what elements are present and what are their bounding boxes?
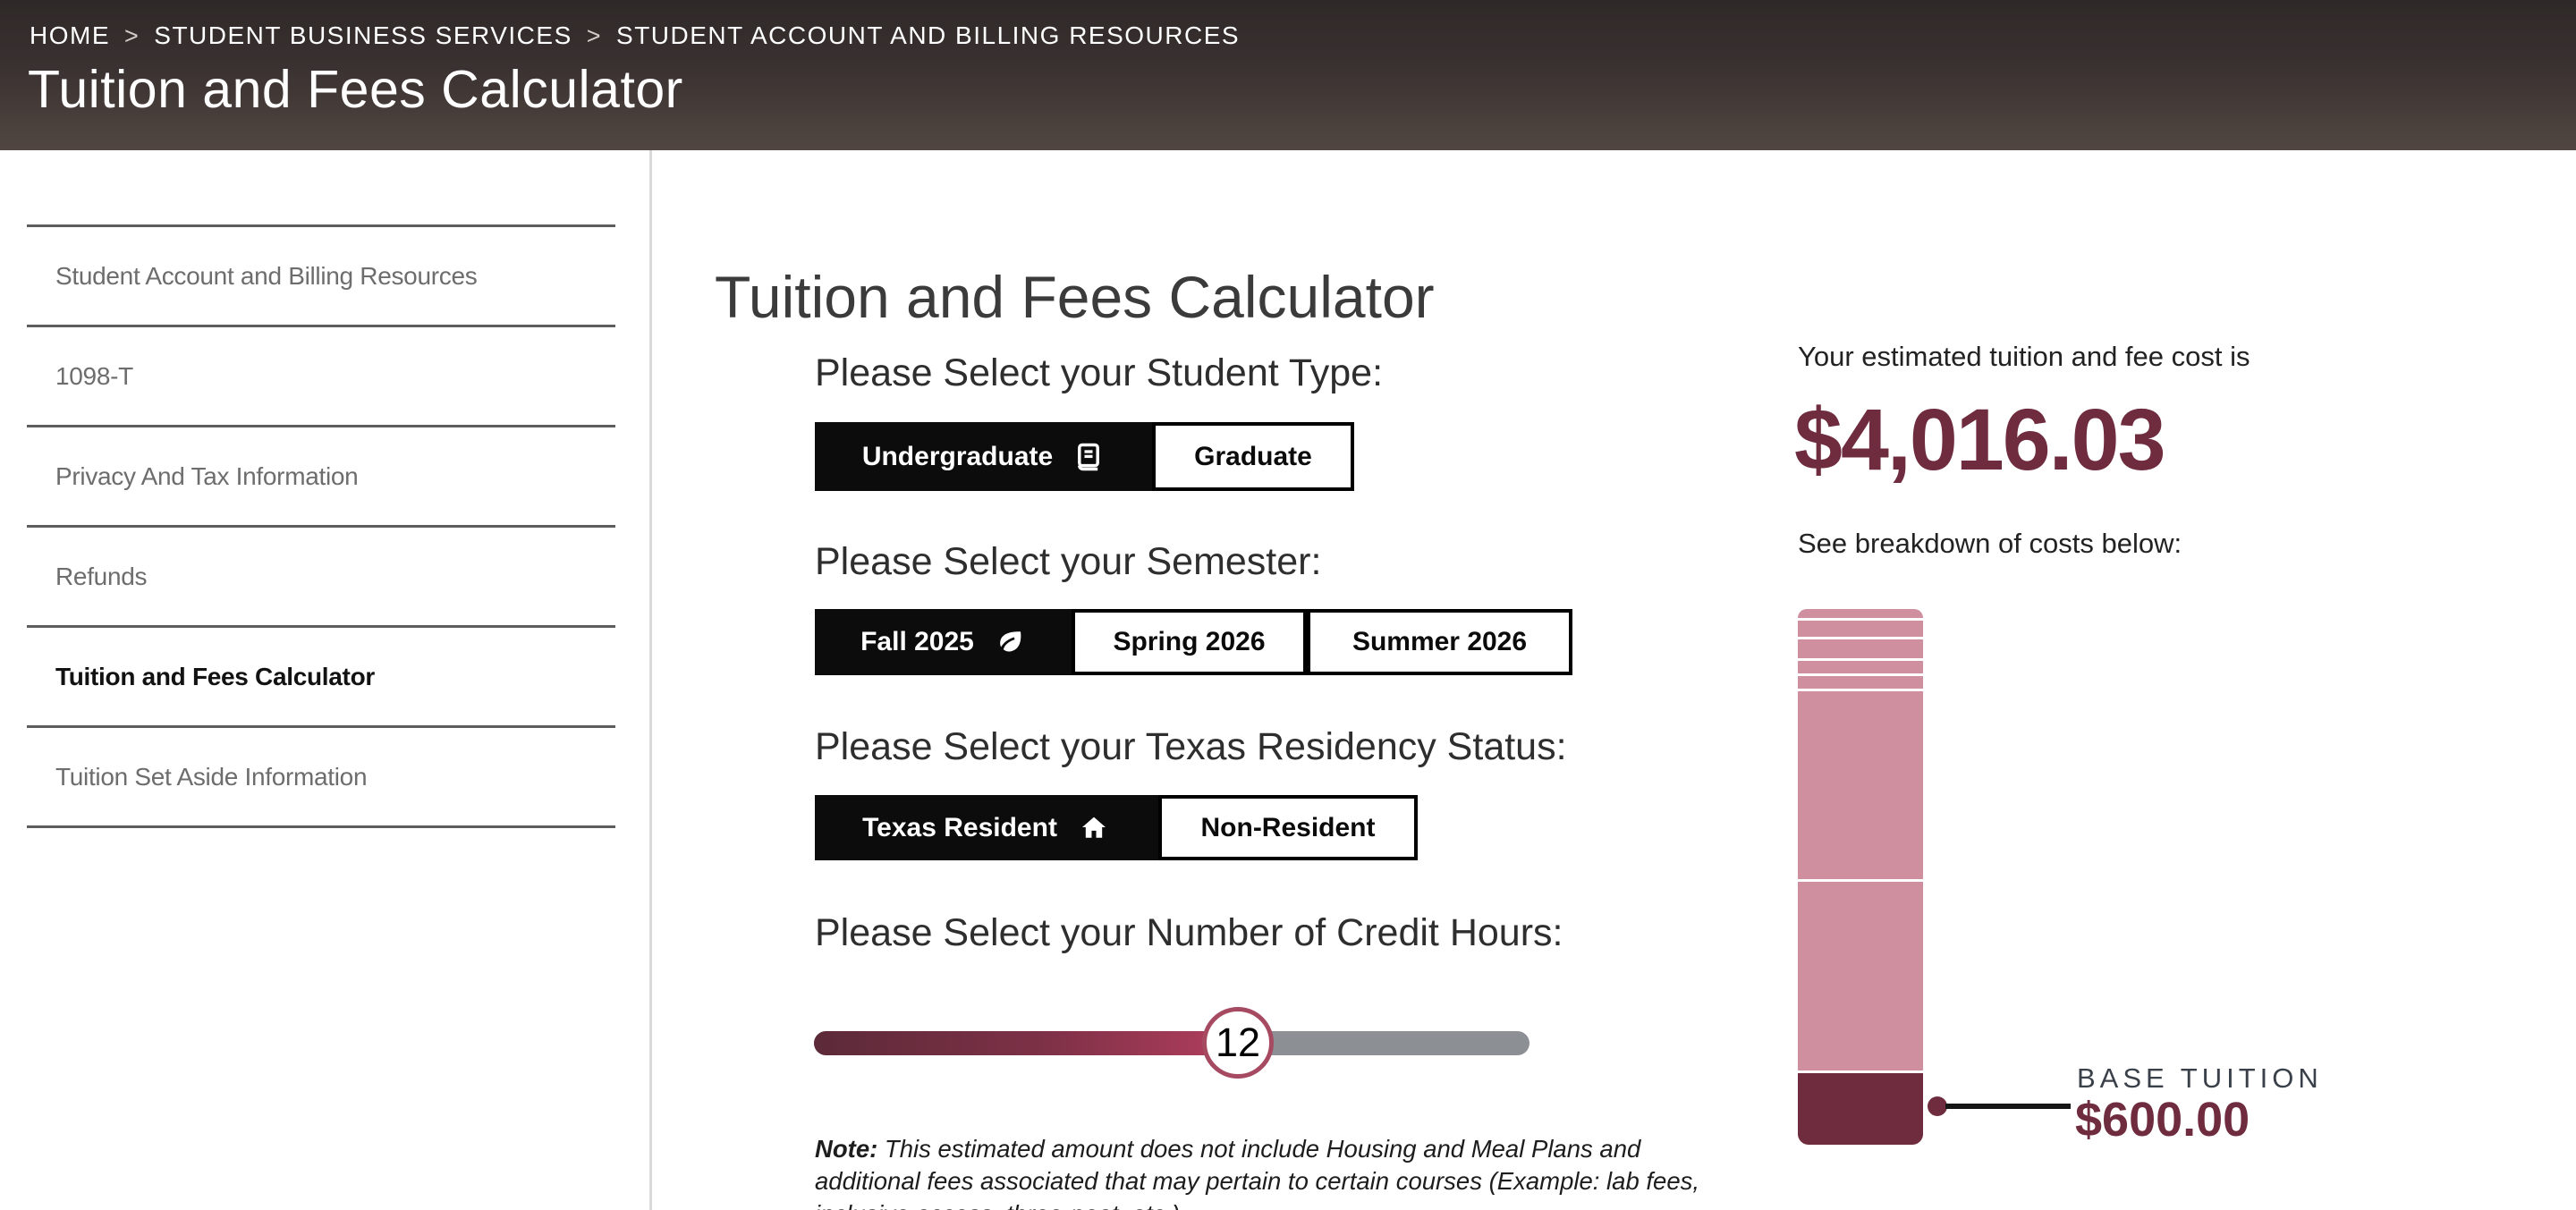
sidebar-item-label: Refunds bbox=[55, 562, 148, 590]
sidebar-item-tuition-set-aside[interactable]: Tuition Set Aside Information bbox=[27, 725, 615, 828]
graduate-label: Graduate bbox=[1194, 441, 1312, 471]
sidebar-nav: Student Account and Billing Resources 10… bbox=[27, 224, 615, 828]
page-header: HOME > STUDENT BUSINESS SERVICES > STUDENT A… bbox=[0, 0, 2576, 150]
base-tuition-label: BASE TUITION bbox=[2077, 1062, 2323, 1094]
fall-2025-label: Fall 2025 bbox=[860, 627, 974, 656]
sidebar-item-label: Privacy And Tax Information bbox=[55, 461, 359, 490]
breadcrumb-student-business-services[interactable]: STUDENT BUSINESS SERVICES bbox=[154, 21, 572, 49]
summer-2026-button[interactable]: Summer 2026 bbox=[1307, 609, 1572, 675]
residency-heading: Please Select your Texas Residency Statu… bbox=[815, 725, 1567, 768]
credit-hours-value: 12 bbox=[1215, 1020, 1261, 1065]
non-resident-label: Non-Resident bbox=[1200, 812, 1376, 842]
disclaimer-note: Note: This estimated amount does not inc… bbox=[815, 1133, 1718, 1210]
base-tuition-callout-line bbox=[1945, 1104, 2071, 1109]
bar-segment-fee-segment-1 bbox=[1798, 609, 1923, 618]
residency-toggle: Texas Resident Non-Resident bbox=[815, 795, 1418, 860]
non-resident-button[interactable]: Non-Resident bbox=[1158, 795, 1418, 860]
note-label: Note: bbox=[815, 1134, 878, 1163]
bar-segment-fee-segment-7 bbox=[1798, 882, 1923, 1070]
content-divider bbox=[649, 150, 652, 1210]
spring-2026-label: Spring 2026 bbox=[1113, 627, 1266, 656]
texas-resident-button[interactable]: Texas Resident bbox=[815, 795, 1158, 860]
sidebar-item-tuition-calculator[interactable]: Tuition and Fees Calculator bbox=[27, 625, 615, 725]
texas-resident-label: Texas Resident bbox=[862, 812, 1057, 842]
bar-segment-fee-segment-4 bbox=[1798, 661, 1923, 673]
base-tuition-value: $600.00 bbox=[2075, 1093, 2250, 1147]
breadcrumb-separator: > bbox=[586, 22, 603, 49]
spring-2026-button[interactable]: Spring 2026 bbox=[1072, 609, 1307, 675]
sidebar-item-refunds[interactable]: Refunds bbox=[27, 525, 615, 625]
bar-segment-fee-segment-5 bbox=[1798, 676, 1923, 689]
semester-toggle: Fall 2025 Spring 2026 Summer 2026 bbox=[815, 609, 1572, 675]
estimate-intro: Your estimated tuition and fee cost is bbox=[1798, 341, 2250, 372]
student-type-heading: Please Select your Student Type: bbox=[815, 351, 1384, 394]
leaf-icon bbox=[994, 626, 1026, 658]
book-icon bbox=[1072, 441, 1105, 473]
semester-heading: Please Select your Semester: bbox=[815, 540, 1322, 583]
sidebar-item-label: Student Account and Billing Resources bbox=[55, 261, 478, 290]
bar-segment-fee-segment-2 bbox=[1798, 621, 1923, 637]
bar-segment-base-tuition bbox=[1798, 1073, 1923, 1145]
breakdown-intro: See breakdown of costs below: bbox=[1798, 528, 2182, 559]
fall-2025-button[interactable]: Fall 2025 bbox=[815, 609, 1072, 675]
student-type-toggle: Undergraduate Graduate bbox=[815, 422, 1354, 491]
breadcrumb: HOME > STUDENT BUSINESS SERVICES > STUDENT A… bbox=[30, 21, 1240, 50]
sidebar-item-label: Tuition Set Aside Information bbox=[55, 762, 368, 791]
estimate-amount: $4,016.03 bbox=[1794, 391, 2166, 488]
sidebar-item-student-account-billing[interactable]: Student Account and Billing Resources bbox=[27, 224, 615, 325]
breadcrumb-separator: > bbox=[124, 22, 140, 49]
slider-fill bbox=[814, 1031, 1238, 1055]
base-tuition-callout-dot bbox=[1928, 1096, 1947, 1116]
sidebar-item-1098t[interactable]: 1098-T bbox=[27, 325, 615, 425]
breadcrumb-student-account-billing[interactable]: STUDENT ACCOUNT AND BILLING RESOURCES bbox=[616, 21, 1241, 49]
cost-breakdown-chart bbox=[1798, 609, 1923, 1145]
sidebar-item-label: 1098-T bbox=[55, 361, 133, 390]
credit-hours-slider[interactable]: 12 bbox=[814, 1007, 1530, 1079]
undergraduate-button[interactable]: Undergraduate bbox=[815, 422, 1152, 491]
bar-segment-fee-segment-6 bbox=[1798, 691, 1923, 879]
banner-title: Tuition and Fees Calculator bbox=[28, 60, 683, 119]
home-icon bbox=[1077, 811, 1111, 845]
note-text: This estimated amount does not include H… bbox=[815, 1134, 1700, 1210]
credit-hours-heading: Please Select your Number of Credit Hour… bbox=[815, 911, 1563, 954]
page-title: Tuition and Fees Calculator bbox=[715, 264, 1435, 331]
sidebar-item-privacy-tax[interactable]: Privacy And Tax Information bbox=[27, 425, 615, 525]
slider-thumb[interactable]: 12 bbox=[1202, 1007, 1274, 1079]
summer-2026-label: Summer 2026 bbox=[1352, 627, 1528, 656]
undergraduate-label: Undergraduate bbox=[861, 441, 1054, 471]
bar-segment-fee-segment-3 bbox=[1798, 639, 1923, 658]
breadcrumb-home[interactable]: HOME bbox=[30, 21, 110, 49]
graduate-button[interactable]: Graduate bbox=[1152, 422, 1354, 491]
sidebar-item-label: Tuition and Fees Calculator bbox=[55, 662, 375, 690]
